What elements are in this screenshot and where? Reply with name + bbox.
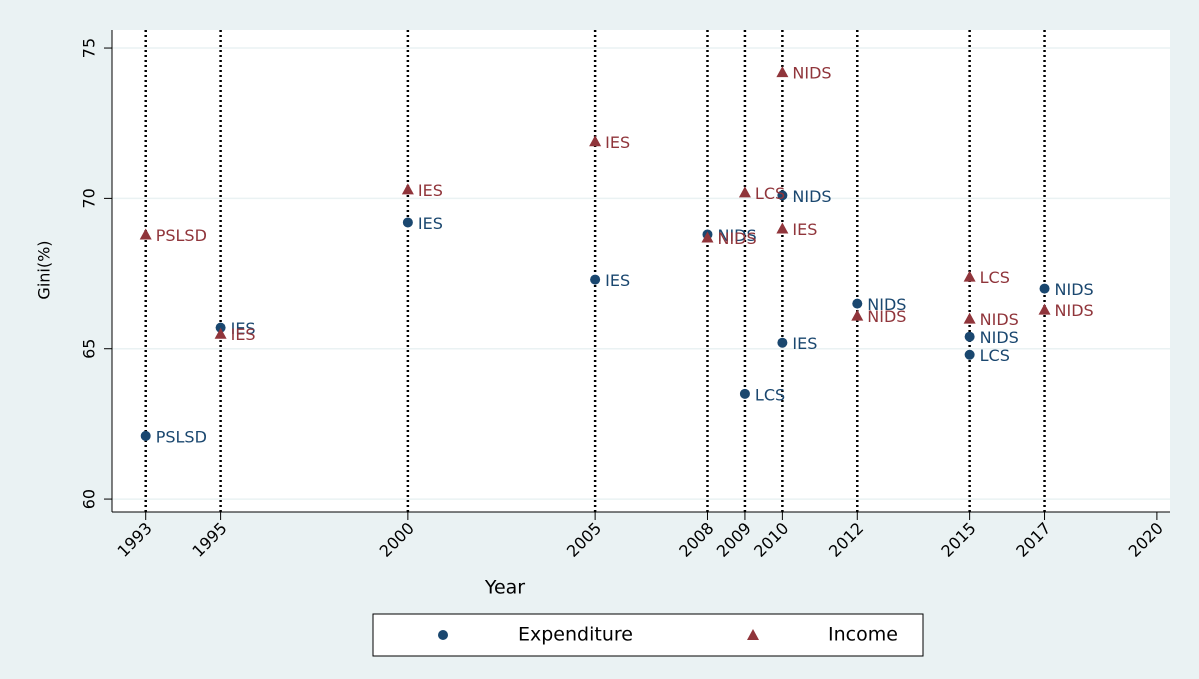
point <box>852 298 863 309</box>
point-label: NIDS <box>717 226 756 245</box>
y-tick-label: 70 <box>80 188 99 208</box>
point-label: NIDS <box>792 187 831 206</box>
point <box>747 629 759 640</box>
point-label: NIDS <box>867 295 906 314</box>
point <box>964 349 975 360</box>
point <box>851 309 864 321</box>
point-label: LCS <box>755 184 785 203</box>
point <box>215 322 226 333</box>
point <box>402 217 413 228</box>
point <box>739 388 750 399</box>
point-label: PSLSD <box>156 427 207 446</box>
point <box>401 183 414 195</box>
point <box>1038 303 1051 315</box>
point-label: IES <box>231 319 256 338</box>
point <box>776 66 789 78</box>
point <box>963 312 976 324</box>
point-label: NIDS <box>1055 280 1094 299</box>
point-label: NIDS <box>980 328 1019 347</box>
point-label: NIDS <box>792 64 831 83</box>
point <box>776 222 789 234</box>
point-label: NIDS <box>717 229 756 248</box>
point <box>777 190 788 201</box>
point-label: IES <box>418 181 443 200</box>
point-label: NIDS <box>980 310 1019 329</box>
point <box>140 430 151 441</box>
point-label: IES <box>231 325 256 344</box>
y-tick-label: 60 <box>80 489 99 509</box>
point <box>438 630 448 640</box>
point-label: IES <box>418 214 443 233</box>
x-axis-title: Year <box>484 577 525 599</box>
point-label: IES <box>792 220 817 239</box>
point-label: IES <box>605 133 630 152</box>
legend-label: Income <box>828 624 898 646</box>
legend <box>372 613 924 657</box>
point-label: LCS <box>980 346 1010 365</box>
point <box>139 228 152 240</box>
plot-area <box>112 30 1170 512</box>
point-label: LCS <box>980 268 1010 287</box>
point <box>214 327 227 339</box>
point <box>589 135 602 147</box>
point <box>963 270 976 282</box>
y-tick-label: 65 <box>80 339 99 359</box>
point <box>738 186 751 198</box>
point-label: IES <box>605 271 630 290</box>
point <box>701 231 714 243</box>
point-label: IES <box>792 334 817 353</box>
y-axis-title: Gini(%) <box>35 240 54 299</box>
point <box>964 331 975 342</box>
point <box>1039 283 1050 294</box>
point-label: PSLSD <box>156 226 207 245</box>
legend-label: Expenditure <box>518 624 633 646</box>
point-label: NIDS <box>1055 301 1094 320</box>
point-label: LCS <box>755 385 785 404</box>
point <box>777 337 788 348</box>
point <box>590 274 601 285</box>
point-label: NIDS <box>867 307 906 326</box>
y-tick-label: 75 <box>80 38 99 58</box>
